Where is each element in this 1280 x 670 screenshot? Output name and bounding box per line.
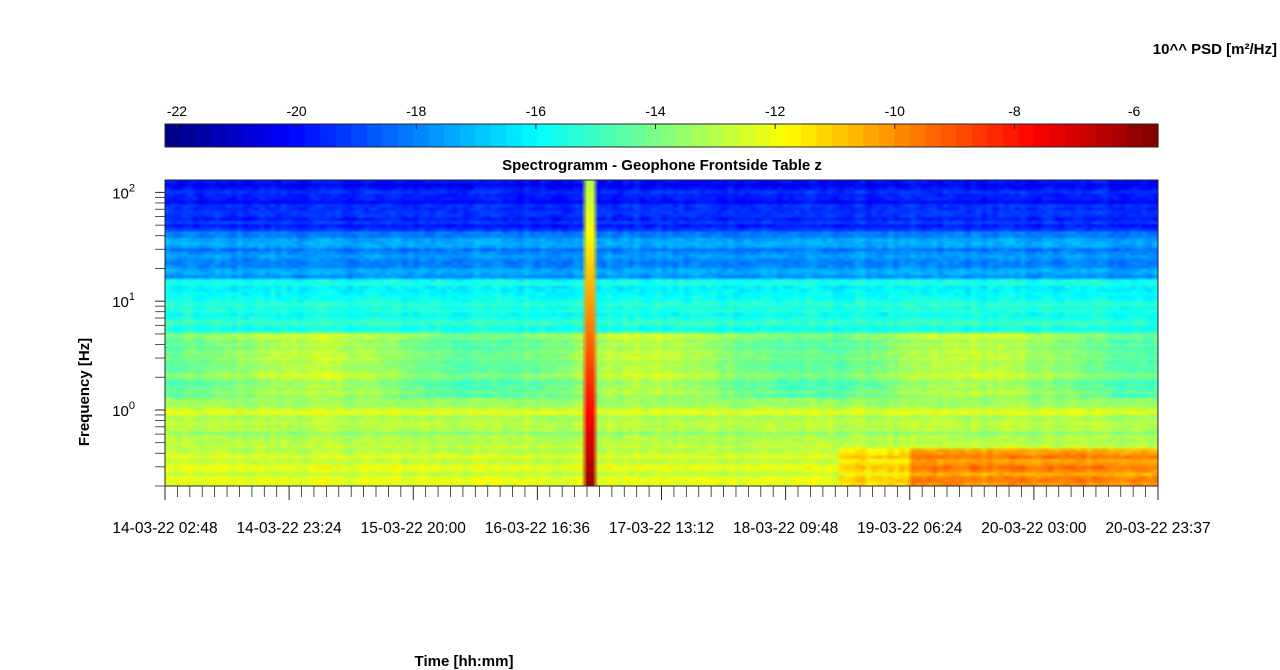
colorbar-step: [785, 124, 802, 147]
colorbar-step: [661, 124, 678, 147]
x-tick-label: 14-03-22 02:48: [112, 520, 217, 537]
colorbar-step: [816, 124, 833, 147]
colorbar-label: 10^^ PSD [m²/Hz]: [1153, 41, 1277, 58]
colorbar-step: [863, 124, 880, 147]
colorbar-step: [909, 124, 926, 147]
colorbar-step: [304, 124, 321, 147]
colorbar-step: [196, 124, 213, 147]
colorbar-step: [1064, 124, 1082, 147]
colorbar-step: [521, 124, 538, 147]
colorbar-step: [1095, 124, 1113, 147]
colorbar-tick-label: -18: [406, 103, 426, 119]
colorbar-step: [211, 124, 228, 147]
colorbar-step: [444, 124, 461, 147]
colorbar-step: [739, 124, 756, 147]
colorbar-tick-label: -12: [765, 103, 785, 119]
colorbar-step: [878, 124, 895, 147]
colorbar-step: [552, 124, 570, 147]
colorbar-step: [925, 124, 942, 147]
colorbar-step: [630, 124, 647, 147]
colorbar-step: [754, 124, 771, 147]
colorbar-step: [459, 124, 476, 147]
colorbar-step: [847, 124, 864, 147]
colorbar-step: [692, 124, 709, 147]
colorbar-step: [971, 124, 988, 147]
colorbar-step: [180, 124, 197, 147]
colorbar-step: [1080, 124, 1097, 147]
colorbar-step: [1018, 124, 1035, 147]
colorbar-tick-label: -8: [1008, 103, 1021, 119]
colorbar-ticks: -22 -20 -18 -16 -14 -12 -10 -8 -6: [167, 103, 1141, 129]
colorbar: [164, 123, 1159, 148]
colorbar-step: [537, 124, 554, 147]
colorbar-step: [599, 124, 616, 147]
colorbar-step: [413, 124, 430, 147]
x-axis: 14-03-22 02:48 14-03-22 23:24 15-03-22 20:…: [112, 486, 1211, 537]
colorbar-step: [723, 124, 740, 147]
chart-title: Spectrogramm - Geophone Frontside Table …: [502, 157, 822, 174]
colorbar-step: [490, 124, 507, 147]
colorbar-step: [382, 124, 399, 147]
y-axis: 100 101 102: [112, 182, 165, 487]
colorbar-tick-label: -22: [167, 103, 187, 119]
colorbar-step: [568, 124, 585, 147]
colorbar-frame: [164, 123, 1159, 148]
colorbar-step: [227, 124, 244, 147]
colorbar-step: [940, 124, 957, 147]
colorbar-step: [351, 124, 368, 147]
colorbar-step: [1049, 124, 1066, 147]
colorbar-step: [1126, 124, 1144, 147]
colorbar-step: [506, 124, 523, 147]
x-tick-label: 20-03-22 03:00: [981, 520, 1087, 537]
colorbar-step: [366, 124, 383, 147]
colorbar-step: [956, 124, 973, 147]
colorbar-step: [677, 124, 694, 147]
y-tick-label: 101: [112, 291, 135, 311]
colorbar-tick-label: -14: [645, 103, 665, 119]
colorbar-step: [832, 124, 849, 147]
colorbar-step: [165, 124, 182, 147]
colorbar-step: [614, 124, 632, 147]
spectrogram-heatmap: [165, 180, 1158, 486]
colorbar-tick-label: -6: [1128, 103, 1141, 119]
y-tick-label: 100: [112, 400, 135, 420]
colorbar-step: [645, 124, 663, 147]
colorbar-step: [335, 124, 352, 147]
colorbar-step: [770, 124, 787, 147]
colorbar-step: [583, 124, 601, 147]
colorbar-step: [708, 124, 725, 147]
x-axis-label: Time [hh:mm]: [415, 653, 514, 670]
colorbar-step: [428, 124, 445, 147]
colorbar-step: [1033, 124, 1050, 147]
colorbar-step: [475, 124, 492, 147]
colorbar-step: [289, 124, 306, 147]
colorbar-step: [987, 124, 1004, 147]
colorbar-step: [1142, 124, 1159, 147]
colorbar-step: [801, 124, 818, 147]
x-tick-label: 17-03-22 13:12: [609, 520, 714, 537]
colorbar-step: [1002, 124, 1019, 147]
y-tick-label: 102: [112, 182, 135, 202]
x-tick-label: 19-03-22 06:24: [857, 520, 963, 537]
x-tick-label: 15-03-22 20:00: [361, 520, 467, 537]
spectrogram-image: [165, 180, 1158, 486]
colorbar-step: [1111, 124, 1128, 147]
colorbar-step: [258, 124, 275, 147]
x-tick-label: 18-03-22 09:48: [733, 520, 838, 537]
colorbar-step: [397, 124, 414, 147]
x-tick-label: 20-03-22 23:37: [1105, 520, 1210, 537]
colorbar-step: [273, 124, 290, 147]
x-tick-label: 14-03-22 23:24: [237, 520, 343, 537]
x-tick-label: 16-03-22 16:36: [485, 520, 590, 537]
colorbar-step: [242, 124, 259, 147]
colorbar-step: [894, 124, 911, 147]
colorbar-tick-label: -16: [526, 103, 546, 119]
colorbar-tick-label: -10: [885, 103, 905, 119]
y-axis-label: Frequency [Hz]: [76, 338, 93, 446]
colorbar-tick-label: -20: [286, 103, 306, 119]
colorbar-step: [320, 124, 337, 147]
